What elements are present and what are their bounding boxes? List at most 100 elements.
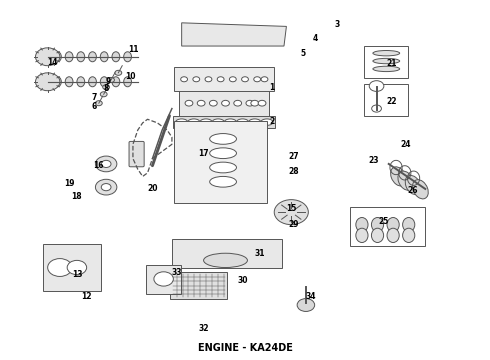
Ellipse shape bbox=[89, 77, 97, 87]
Ellipse shape bbox=[405, 175, 421, 195]
Ellipse shape bbox=[100, 52, 108, 62]
Circle shape bbox=[181, 77, 188, 82]
Text: 21: 21 bbox=[386, 59, 396, 68]
Text: 23: 23 bbox=[369, 156, 379, 165]
FancyBboxPatch shape bbox=[171, 272, 227, 299]
Text: 4: 4 bbox=[313, 35, 318, 44]
Ellipse shape bbox=[403, 228, 415, 243]
Text: 15: 15 bbox=[286, 204, 296, 213]
Text: 34: 34 bbox=[306, 292, 316, 301]
Circle shape bbox=[96, 179, 117, 195]
Circle shape bbox=[297, 298, 315, 311]
FancyBboxPatch shape bbox=[174, 67, 274, 91]
Ellipse shape bbox=[123, 52, 131, 62]
Text: 6: 6 bbox=[91, 102, 97, 111]
Circle shape bbox=[101, 184, 111, 191]
FancyBboxPatch shape bbox=[179, 89, 270, 117]
Polygon shape bbox=[182, 23, 287, 46]
Text: 5: 5 bbox=[301, 49, 306, 58]
Circle shape bbox=[101, 160, 111, 167]
Text: 10: 10 bbox=[125, 72, 136, 81]
Text: 28: 28 bbox=[289, 167, 299, 176]
Text: 13: 13 bbox=[72, 270, 82, 279]
Ellipse shape bbox=[65, 52, 73, 62]
Circle shape bbox=[221, 100, 229, 106]
Circle shape bbox=[372, 105, 381, 112]
Ellipse shape bbox=[210, 134, 237, 144]
Ellipse shape bbox=[387, 228, 399, 243]
Ellipse shape bbox=[356, 217, 368, 232]
Ellipse shape bbox=[112, 52, 120, 62]
Circle shape bbox=[48, 258, 72, 276]
Text: 16: 16 bbox=[94, 161, 104, 170]
Circle shape bbox=[274, 200, 308, 225]
Ellipse shape bbox=[89, 52, 97, 62]
Text: 27: 27 bbox=[289, 152, 299, 161]
Ellipse shape bbox=[210, 176, 237, 187]
Text: 2: 2 bbox=[269, 117, 274, 126]
Ellipse shape bbox=[77, 77, 85, 87]
Ellipse shape bbox=[371, 228, 384, 243]
FancyBboxPatch shape bbox=[146, 265, 181, 294]
FancyBboxPatch shape bbox=[172, 239, 282, 267]
Circle shape bbox=[254, 77, 261, 82]
Circle shape bbox=[242, 77, 248, 82]
Ellipse shape bbox=[175, 119, 188, 125]
Circle shape bbox=[108, 77, 115, 82]
Text: 30: 30 bbox=[237, 275, 248, 284]
Circle shape bbox=[193, 77, 200, 82]
Text: 19: 19 bbox=[64, 179, 75, 188]
Circle shape bbox=[258, 100, 266, 106]
Circle shape bbox=[35, 73, 60, 91]
Ellipse shape bbox=[224, 119, 237, 125]
Circle shape bbox=[35, 48, 60, 66]
Ellipse shape bbox=[237, 119, 248, 125]
FancyBboxPatch shape bbox=[173, 116, 275, 128]
Circle shape bbox=[115, 70, 122, 75]
Circle shape bbox=[100, 92, 107, 97]
Text: 22: 22 bbox=[386, 97, 396, 106]
Text: 20: 20 bbox=[147, 184, 158, 193]
Bar bbox=[350, 207, 425, 246]
FancyBboxPatch shape bbox=[129, 141, 144, 167]
Ellipse shape bbox=[398, 171, 414, 190]
Circle shape bbox=[67, 260, 87, 275]
Ellipse shape bbox=[356, 228, 368, 243]
Circle shape bbox=[217, 77, 224, 82]
Ellipse shape bbox=[403, 217, 415, 232]
Circle shape bbox=[96, 101, 102, 106]
Ellipse shape bbox=[373, 66, 400, 72]
Circle shape bbox=[261, 77, 268, 82]
Text: 3: 3 bbox=[335, 20, 340, 29]
Ellipse shape bbox=[373, 50, 400, 56]
Text: ENGINE - KA24DE: ENGINE - KA24DE bbox=[197, 343, 293, 353]
Circle shape bbox=[246, 100, 254, 106]
Circle shape bbox=[369, 81, 384, 91]
Circle shape bbox=[154, 272, 173, 286]
FancyBboxPatch shape bbox=[43, 244, 101, 291]
Circle shape bbox=[185, 100, 193, 106]
Circle shape bbox=[205, 77, 212, 82]
Circle shape bbox=[197, 100, 205, 106]
Ellipse shape bbox=[203, 253, 247, 267]
Ellipse shape bbox=[210, 148, 237, 158]
Circle shape bbox=[229, 77, 236, 82]
Circle shape bbox=[251, 100, 259, 106]
Ellipse shape bbox=[391, 167, 406, 186]
Ellipse shape bbox=[100, 77, 108, 87]
Text: 7: 7 bbox=[91, 93, 97, 102]
Ellipse shape bbox=[248, 119, 261, 125]
Ellipse shape bbox=[188, 119, 200, 125]
Circle shape bbox=[96, 156, 117, 172]
Text: 12: 12 bbox=[81, 292, 92, 301]
Text: 31: 31 bbox=[254, 249, 265, 258]
Ellipse shape bbox=[413, 180, 428, 199]
Ellipse shape bbox=[53, 52, 61, 62]
Text: 26: 26 bbox=[408, 186, 418, 195]
Bar bbox=[365, 46, 408, 78]
Ellipse shape bbox=[53, 77, 61, 87]
Circle shape bbox=[234, 100, 242, 106]
Text: 11: 11 bbox=[128, 45, 138, 54]
Circle shape bbox=[103, 85, 110, 90]
Text: 32: 32 bbox=[198, 324, 209, 333]
